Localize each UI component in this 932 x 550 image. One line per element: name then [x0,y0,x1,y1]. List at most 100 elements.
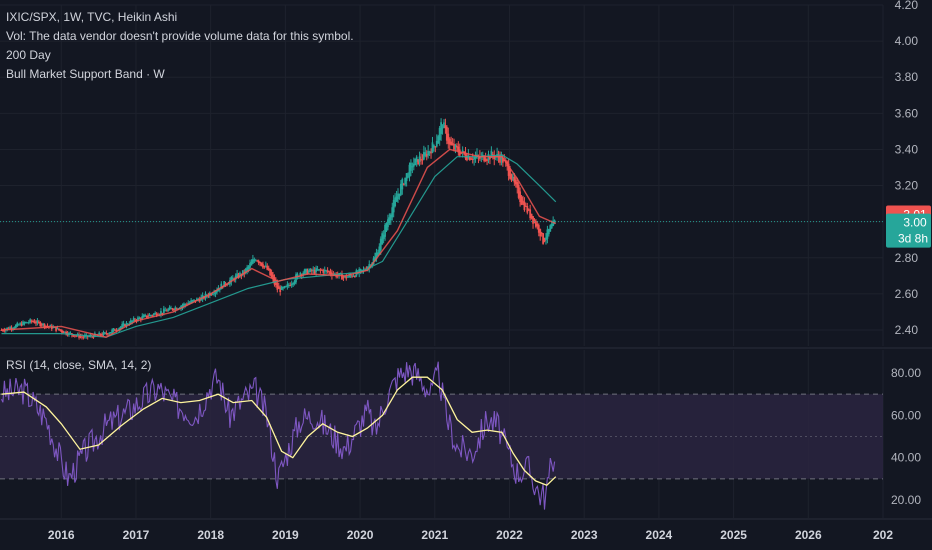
year-tick-label: 202 [873,528,893,542]
candle-down [263,265,266,267]
candle-down [273,276,276,285]
candle-up [154,312,157,315]
candle-up [98,332,101,335]
candle-up [404,177,407,185]
candle-up [398,193,401,197]
candle-up [382,234,385,239]
candle-up [474,156,477,159]
candle-up [118,327,121,331]
candle-down [306,270,309,275]
candle-up [490,150,493,158]
volume-legend[interactable]: Vol: The data vendor doesn't provide vol… [6,29,354,43]
candle-down [147,316,149,318]
candle-up [440,122,442,134]
countdown-label: 3d 8h [898,232,928,246]
candle-down [55,327,57,331]
candle-up [29,319,32,323]
candle-up [424,152,427,156]
candle-up [359,269,362,272]
candle-down [165,310,168,312]
candle-up [14,324,17,328]
candle-up [244,268,247,274]
candle-up [111,329,114,333]
candle-down [43,324,46,328]
candle-down [62,331,65,334]
candle-down [533,219,536,223]
candle-up [361,269,363,271]
candle-up [378,246,381,255]
candle-up [52,327,55,329]
candle-up [184,304,187,306]
rsi-title[interactable]: RSI (14, close, SMA, 14, 2) [6,358,152,372]
candle-down [81,336,83,338]
candle-down [524,205,527,207]
candle-up [346,276,349,278]
rsi-lines [0,361,557,510]
rsi-axis[interactable]: 80.00 60.00 40.00 20.00 [891,366,921,507]
candle-down [526,205,529,213]
candle-up [112,328,115,332]
candle-down [0,330,3,331]
candle-up [53,327,56,329]
price-pane-grid [0,4,884,346]
symbol-title[interactable]: IXIC/SPX, 1W, TVC, Heikin Ashi [6,10,178,24]
candle-up [552,220,555,227]
time-axis[interactable]: 2016 2017 2018 2019 2020 2021 2022 2023 2024 2025… [0,518,932,542]
candle-down [151,315,154,317]
candle-down [59,329,62,331]
price-tick-label: 2.40 [895,323,919,337]
candle-up [286,284,289,287]
candle-down [470,158,473,160]
candle-up [23,322,26,324]
candle-down [276,282,279,290]
candle-up [308,271,310,273]
candle-down [269,268,272,276]
candle-up [550,223,553,229]
candle-up [190,300,193,304]
candle-up [280,286,283,290]
candle-down [329,271,332,275]
year-tick-label: 2024 [646,528,673,542]
candle-up [22,321,24,325]
price-axis[interactable]: 4.204.003.803.603.403.203.002.802.602.40 [895,0,919,337]
candle-up [230,277,233,283]
candle-down [345,276,348,279]
candle-up [323,269,326,272]
candle-up [414,158,417,166]
candle-up [553,220,556,224]
candle-up [287,284,290,286]
candle-down [60,329,63,333]
bull-band-legend[interactable]: Bull Market Support Band · W [6,67,165,81]
candle-up [546,229,549,239]
candle-up [392,199,395,213]
candle-down [520,196,523,205]
candle-down [101,334,103,336]
candle-up [127,324,129,326]
candle-up [545,237,547,240]
candle-up [376,252,379,256]
candle-up [349,275,352,277]
candle-up [9,327,12,329]
candle-up [141,316,144,319]
candle-down [460,152,463,154]
candle-up [83,335,86,338]
candle-down [78,334,80,338]
rsi-tick-label: 20.00 [891,493,921,507]
candle-up [391,207,394,218]
candle-down [540,232,543,234]
candle-up [412,163,415,167]
candle-up [293,280,296,284]
candle-down [517,184,520,198]
candle-down [342,276,345,278]
ma200-legend[interactable]: 200 Day [6,48,51,62]
candle-up [375,252,378,260]
candle-down [516,182,519,188]
candle-down [313,270,316,274]
candle-up [454,145,457,147]
candle-down [522,200,524,203]
candle-up [437,136,440,144]
candle-up [223,281,226,288]
candle-up [195,298,198,301]
candle-up [438,127,441,140]
